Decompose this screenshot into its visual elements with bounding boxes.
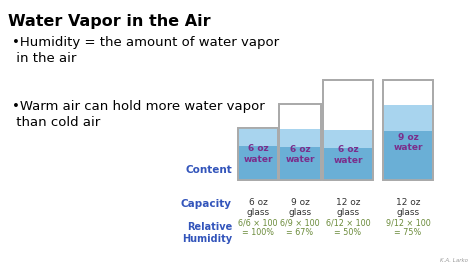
Text: 6/6 × 100
= 100%: 6/6 × 100 = 100% <box>238 218 278 237</box>
Bar <box>280 129 320 147</box>
Text: 12 oz
glass: 12 oz glass <box>336 198 360 217</box>
Bar <box>238 128 278 180</box>
Text: 6 oz
water: 6 oz water <box>333 145 363 165</box>
Bar <box>324 130 372 148</box>
Text: 9 oz
glass: 9 oz glass <box>289 198 311 217</box>
Text: 6 oz
water: 6 oz water <box>285 145 315 164</box>
Text: 6 oz
glass: 6 oz glass <box>246 198 270 217</box>
Text: •Humidity = the amount of water vapor
 in the air: •Humidity = the amount of water vapor in… <box>12 36 279 65</box>
Text: 6 oz
water: 6 oz water <box>243 144 273 164</box>
Bar <box>239 146 277 180</box>
Bar <box>323 80 373 180</box>
Bar <box>383 80 433 180</box>
Text: Water Vapor in the Air: Water Vapor in the Air <box>8 14 210 29</box>
Text: 12 oz
glass: 12 oz glass <box>396 198 420 217</box>
Text: 6/9 × 100
= 67%: 6/9 × 100 = 67% <box>280 218 320 237</box>
Text: 9/12 × 100
= 75%: 9/12 × 100 = 75% <box>386 218 430 237</box>
Bar <box>384 105 432 131</box>
Bar <box>323 80 373 180</box>
Bar <box>324 148 372 180</box>
Text: 6/12 × 100
= 50%: 6/12 × 100 = 50% <box>326 218 370 237</box>
Bar <box>280 147 320 180</box>
Bar <box>279 104 321 180</box>
Text: Relative
Humidity: Relative Humidity <box>182 222 232 244</box>
Text: K.A. Larko: K.A. Larko <box>440 258 468 263</box>
Text: •Warm air can hold more water vapor
 than cold air: •Warm air can hold more water vapor than… <box>12 100 265 130</box>
Text: Content: Content <box>185 165 232 175</box>
Bar <box>383 80 433 180</box>
Text: 9 oz
water: 9 oz water <box>393 133 423 152</box>
Bar <box>384 131 432 180</box>
Text: Capacity: Capacity <box>181 199 232 209</box>
Bar <box>239 128 277 146</box>
Bar <box>279 104 321 180</box>
Bar <box>238 128 278 180</box>
